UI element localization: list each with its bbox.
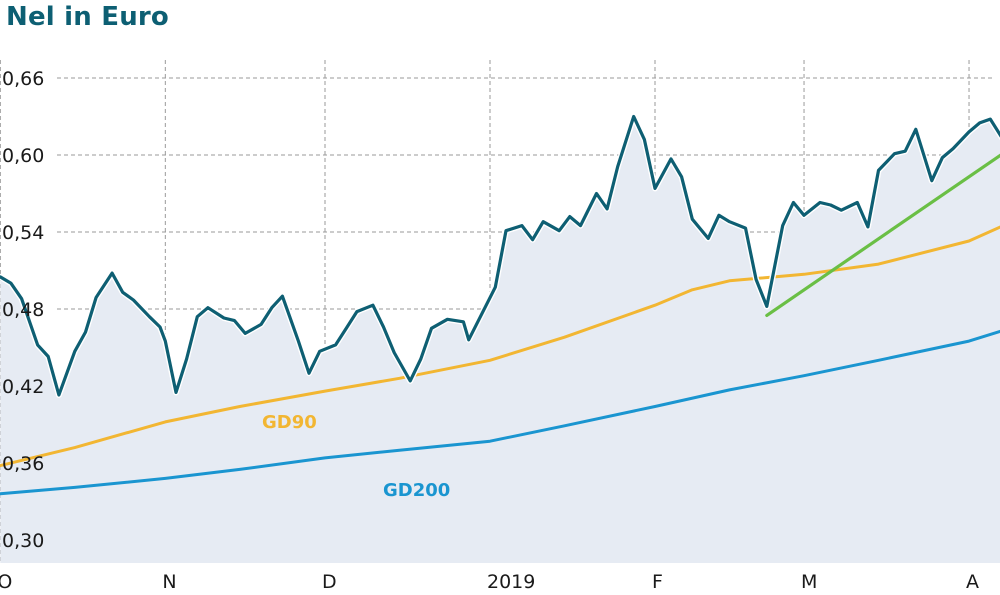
y-tick-label: 0,54 bbox=[2, 222, 44, 244]
gd200-label: GD200 bbox=[383, 480, 450, 501]
y-tick-label: 0,66 bbox=[2, 68, 44, 90]
gd90-line bbox=[0, 225, 1000, 468]
x-tick-label: 2019 bbox=[487, 571, 535, 593]
y-axis: 0,30 0,36 0,42 0,48 0,54 0,60 0,66 bbox=[2, 68, 44, 552]
x-axis: O N D 2019 F M A bbox=[0, 571, 979, 593]
gd90-label: GD90 bbox=[262, 412, 317, 433]
y-tick-label: 0,48 bbox=[2, 299, 44, 321]
price-area-fill bbox=[0, 116, 1000, 563]
gd200-line bbox=[0, 329, 1000, 496]
x-tick-label: D bbox=[322, 571, 337, 593]
y-tick-label: 0,60 bbox=[2, 145, 44, 167]
y-tick-label: 0,36 bbox=[2, 453, 44, 475]
y-tick-label: 0,30 bbox=[2, 530, 44, 552]
x-tick-label: O bbox=[0, 571, 12, 593]
price-area bbox=[0, 116, 1000, 563]
x-tick-label: N bbox=[162, 571, 176, 593]
trend-line bbox=[765, 153, 1000, 317]
series-lines bbox=[0, 113, 1000, 496]
series-labels: GD90 GD200 bbox=[262, 412, 450, 501]
x-tick-label: F bbox=[652, 571, 663, 593]
x-tick-label: A bbox=[966, 571, 979, 593]
y-tick-label: 0,42 bbox=[2, 376, 44, 398]
chart-title: Nel in Euro bbox=[6, 2, 169, 32]
price-line bbox=[0, 114, 1000, 397]
x-tick-label: M bbox=[801, 571, 817, 593]
